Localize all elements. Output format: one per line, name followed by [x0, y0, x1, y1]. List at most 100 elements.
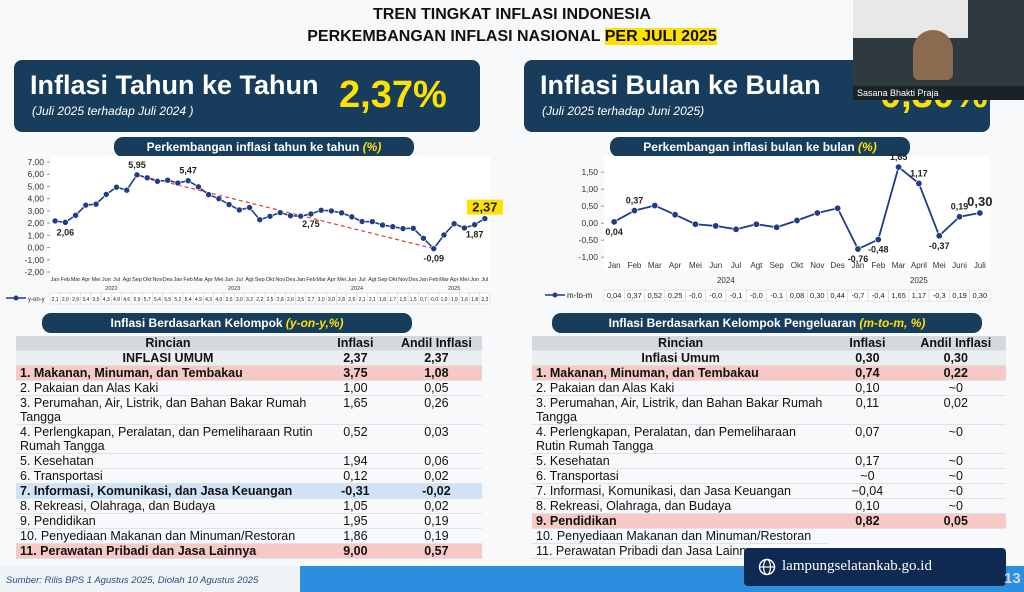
header-highlight: PER JULI 2025: [604, 28, 717, 45]
x-tick-label: April: [911, 261, 927, 270]
table-cell: 0,02: [905, 395, 1006, 425]
row-value: -0,1: [730, 291, 743, 300]
x-tick-label: Des: [408, 277, 418, 283]
y-tick-label: 4,00: [27, 194, 44, 204]
table-cell: 11. Perawatan Pribadi dan Jasa Lainnya: [16, 543, 320, 559]
header-line1: TREN TINGKAT INFLASI INDONESIA: [373, 6, 651, 23]
x-tick-label: Nov: [275, 277, 285, 283]
year-label: 2025: [910, 276, 928, 285]
table-cell: -0,31: [319, 483, 391, 499]
column-header: Inflasi: [319, 336, 391, 351]
table-row: 11. Perawatan Pribadi dan Jasa Lainnya 9,…: [16, 543, 482, 559]
point: [205, 191, 212, 198]
data-label: -0,09: [423, 254, 444, 264]
point: [440, 231, 448, 239]
header-row: Rincian Inflasi Andil Inflasi: [532, 336, 1006, 351]
row-value: 0,30: [973, 291, 988, 300]
y-tick-label: 1,00: [581, 184, 598, 194]
point: [358, 218, 366, 225]
point: [651, 202, 659, 210]
point: [461, 224, 468, 232]
point: [225, 201, 233, 208]
y-tick-label: 5,00: [27, 181, 44, 191]
row-value: -0,0: [750, 291, 763, 300]
x-tick-label: Sep: [378, 277, 388, 283]
point: [976, 209, 984, 217]
row-value: -0,7: [851, 291, 864, 300]
x-tick-label: Mar: [892, 261, 906, 270]
row-value: 1,0: [440, 297, 447, 303]
x-tick-label: Juni: [952, 261, 967, 270]
right-subtitle: (Juli 2025 terhadap Juni 2025): [542, 104, 705, 118]
table-cell: 1,95: [319, 513, 391, 529]
table-row: 4. Perlengkapan, Peralatan, dan Pemeliha…: [16, 424, 482, 454]
point: [630, 207, 638, 215]
point: [164, 176, 171, 184]
point: [874, 236, 882, 244]
unit: (y-on-y,%): [285, 316, 344, 330]
table-cell: 2. Pakaian dan Alas Kaki: [16, 380, 320, 396]
legend-label: y-on-y: [28, 297, 45, 303]
row-value: 1,9: [451, 297, 458, 303]
row-value: 2,1: [52, 297, 59, 303]
row-value: 4,3: [205, 297, 212, 303]
y-tick-label: 0,00: [581, 218, 598, 228]
table-cell: 0,05: [390, 380, 482, 396]
table-cell: 0,05: [905, 513, 1006, 529]
table-cell: ~0: [905, 380, 1006, 396]
table-cell: 0,52: [319, 424, 391, 454]
point: [215, 195, 223, 202]
row-value: 1,8: [379, 297, 386, 303]
left-table-title: Inflasi Berdasarkan Kelompok (y-on-y,%): [42, 313, 412, 333]
table-cell: −0,04: [829, 483, 906, 499]
table-cell: 0,26: [390, 395, 482, 425]
data-label: 1,65: [890, 152, 908, 162]
row-value: 2,6: [287, 297, 294, 303]
point: [935, 232, 943, 240]
data-label: 2,75: [302, 219, 320, 229]
row-value: 2,8: [277, 297, 284, 303]
camera-overlay: Sasana Bhakti Praja: [853, 0, 1024, 100]
x-tick-label: Agt: [750, 261, 763, 270]
y-tick-label: -1,00: [579, 252, 599, 262]
x-tick-label: Feb: [183, 277, 192, 283]
table-cell: 1,08: [390, 365, 482, 381]
x-tick-label: Apr: [204, 277, 213, 283]
data-label: -0,76: [848, 254, 869, 264]
table-cell: 0,30: [905, 350, 1006, 366]
row-value: 2,8: [338, 297, 345, 303]
point: [256, 216, 264, 223]
data-label: 1,87: [466, 230, 484, 240]
table-cell: 2,37: [319, 350, 391, 366]
table-row: 9. Pendidikan 1,95 0,19: [16, 513, 482, 529]
table-cell: 6. Transportasi: [16, 468, 320, 484]
table-row: 5. Kesehatan 0,17 ~0: [532, 453, 1006, 469]
table-cell: INFLASI UMUM: [16, 350, 320, 366]
x-tick-label: Feb: [61, 277, 70, 283]
table-cell: 4. Perlengkapan, Peralatan, dan Pemeliha…: [16, 424, 320, 454]
text: Perkembangan inflasi bulan ke bulan: [643, 140, 855, 154]
x-tick-label: Mei: [933, 261, 946, 270]
column-header: Inflasi: [829, 336, 906, 351]
point: [854, 245, 862, 253]
point: [143, 174, 151, 182]
plot-bg: [604, 156, 990, 270]
table-cell: 0,22: [905, 365, 1006, 381]
row-value: -0,1: [770, 291, 783, 300]
table-cell: Inflasi Umum: [532, 350, 830, 366]
y-tick-label: 1,50: [581, 167, 598, 177]
table-cell: 3. Perumahan, Air, Listrik, dan Bahan Ba…: [532, 395, 830, 425]
data-label: 0,19: [951, 202, 969, 212]
table-cell: 7. Informasi, Komunikasi, dan Jasa Keuan…: [16, 483, 320, 499]
point: [62, 219, 69, 226]
row-value: -0,4: [872, 291, 885, 300]
table-cell: 9. Pendidikan: [532, 513, 830, 529]
table-cell: 3,75: [319, 365, 391, 381]
y-tick-label: 1,00: [27, 230, 44, 240]
row-value: 1,8: [471, 297, 478, 303]
data-label: 5,95: [128, 160, 146, 170]
x-tick-label: Jul: [236, 277, 243, 283]
table-cell: 0,11: [829, 395, 906, 425]
point: [471, 221, 478, 228]
x-tick-label: Mei: [460, 277, 469, 283]
